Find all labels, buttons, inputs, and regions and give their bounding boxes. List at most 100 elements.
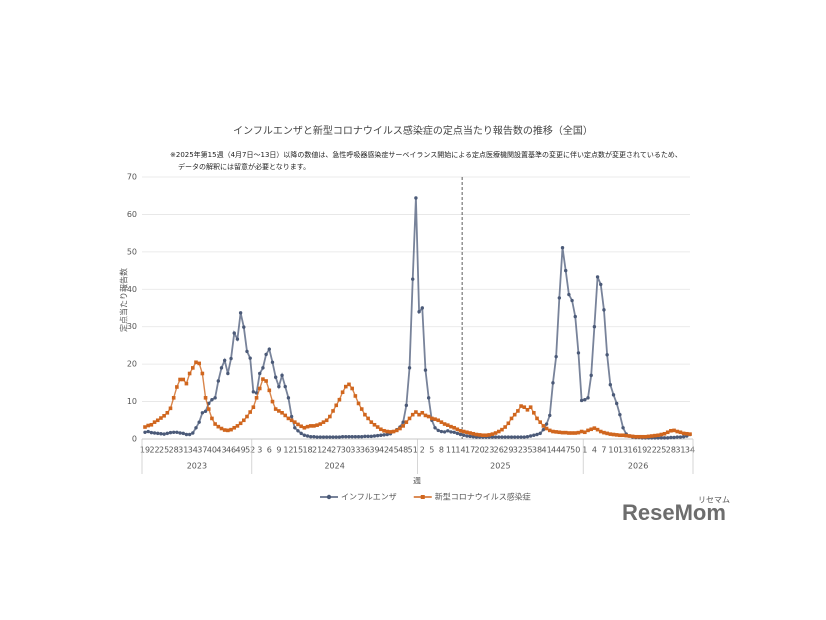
marker	[426, 396, 431, 400]
marker	[535, 432, 539, 437]
marker	[347, 382, 351, 387]
marker	[557, 296, 562, 300]
marker	[653, 433, 657, 438]
legend-marker	[420, 495, 425, 499]
marker	[522, 405, 527, 409]
marker	[293, 426, 297, 430]
marker	[210, 398, 214, 402]
marker	[544, 426, 549, 431]
marker	[627, 434, 632, 438]
marker	[669, 435, 673, 440]
marker	[309, 435, 313, 439]
marker	[678, 435, 683, 439]
marker	[433, 426, 437, 430]
marker	[149, 422, 154, 427]
marker	[461, 429, 466, 434]
marker	[634, 434, 638, 439]
x-tick-label: 50	[570, 446, 580, 455]
marker	[334, 403, 339, 408]
marker	[519, 435, 523, 439]
marker	[551, 381, 555, 385]
marker	[487, 433, 492, 437]
marker	[446, 429, 450, 433]
marker	[238, 421, 243, 426]
year-label: 2026	[628, 462, 648, 471]
legend-marker	[326, 494, 332, 500]
marker	[624, 433, 629, 438]
marker	[350, 435, 354, 439]
marker	[324, 418, 329, 423]
marker	[618, 412, 622, 417]
marker	[576, 430, 581, 435]
marker	[516, 409, 520, 413]
marker	[490, 432, 495, 436]
marker	[286, 416, 291, 421]
legend-label: 新型コロナウイルス感染症	[435, 492, 531, 502]
marker	[178, 431, 182, 435]
marker	[296, 422, 300, 427]
marker	[573, 314, 577, 319]
x-tick-label: 6	[267, 446, 272, 455]
marker	[337, 397, 342, 402]
marker	[191, 366, 195, 370]
marker	[219, 426, 224, 431]
marker	[359, 407, 364, 411]
marker	[528, 434, 533, 438]
marker	[554, 430, 558, 434]
marker	[156, 431, 160, 436]
marker	[497, 435, 501, 439]
marker	[567, 292, 571, 297]
marker	[388, 430, 393, 434]
marker	[203, 396, 208, 400]
x-tick-label: 33	[350, 446, 360, 455]
x-tick-label: 22	[149, 446, 159, 455]
note: ※2025年第15週（4月7日～13日）以降の数値は、急性呼吸器感染症サーベイラ…	[170, 150, 682, 159]
marker	[360, 435, 364, 439]
marker	[659, 432, 664, 437]
x-tick-label: 43	[216, 446, 226, 455]
marker	[382, 433, 386, 437]
marker	[465, 430, 469, 435]
x-axis-label: 週	[413, 477, 421, 486]
marker	[430, 416, 434, 421]
marker	[477, 433, 482, 437]
marker	[481, 433, 485, 438]
marker	[662, 436, 667, 440]
marker	[618, 433, 622, 438]
marker	[423, 368, 428, 372]
marker	[363, 434, 367, 439]
marker	[321, 435, 326, 439]
watermark-ruby: リセマム	[698, 496, 730, 505]
marker	[299, 424, 303, 429]
marker	[548, 413, 552, 418]
marker	[465, 434, 469, 438]
marker	[356, 401, 361, 406]
marker	[261, 366, 265, 370]
marker	[407, 416, 412, 421]
x-tick-label: 22	[647, 446, 657, 455]
marker	[372, 434, 377, 438]
marker	[452, 425, 456, 430]
year-label: 2024	[324, 462, 344, 471]
marker	[305, 424, 310, 429]
x-tick-label: 1	[582, 446, 587, 455]
y-tick-label: 30	[127, 322, 137, 331]
marker	[643, 434, 648, 439]
marker	[592, 426, 597, 430]
x-tick-label: 28	[169, 446, 179, 455]
marker	[353, 394, 358, 398]
marker	[414, 196, 418, 200]
marker	[283, 384, 287, 389]
x-tick-label: 5	[429, 446, 434, 455]
marker	[200, 411, 205, 415]
marker	[449, 430, 453, 434]
marker	[567, 431, 571, 435]
x-tick-label: 27	[331, 446, 341, 455]
x-tick-label: 40	[207, 446, 217, 455]
marker	[305, 434, 310, 438]
x-tick-label: 25	[656, 446, 666, 455]
marker	[516, 435, 520, 439]
marker	[312, 435, 316, 439]
marker	[162, 432, 166, 436]
marker	[513, 435, 517, 439]
